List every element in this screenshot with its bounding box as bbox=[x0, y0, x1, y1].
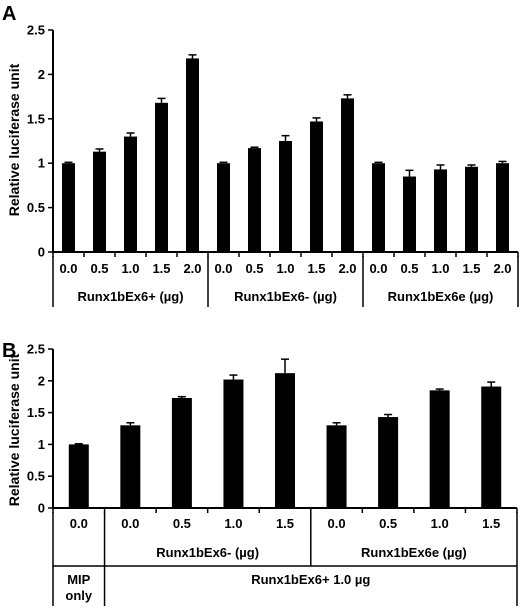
panel-a-group-label: Runx1bEx6e (µg) bbox=[388, 289, 494, 304]
panel-a-bar bbox=[217, 163, 230, 252]
panel-b-y-tick-label: 0.5 bbox=[27, 469, 45, 484]
panel-b-category-label: 0.0 bbox=[328, 516, 346, 531]
panel-a-category-label: 2.0 bbox=[493, 261, 511, 276]
panel-a-category-label: 2.0 bbox=[183, 261, 201, 276]
panel-a-y-tick-label: 1 bbox=[38, 156, 45, 171]
panel-b-category-label: 0.0 bbox=[70, 516, 88, 531]
panel-a-bar bbox=[434, 169, 447, 252]
panel-a-category-label: 1.0 bbox=[276, 261, 294, 276]
panel-b-category-label: 0.0 bbox=[121, 516, 139, 531]
panel-b-ylabel: Relative luciferase unit bbox=[6, 353, 22, 506]
panel-a-y-tick-label: 1.5 bbox=[27, 111, 45, 126]
panel-b-bar bbox=[378, 417, 399, 508]
panel-b-y-tick-label: 1.5 bbox=[27, 405, 45, 420]
panel-b-category-label: 1.5 bbox=[482, 516, 500, 531]
panel-b: B Relative luciferase unit 00.511.522.50… bbox=[2, 340, 518, 606]
panel-a-bar bbox=[496, 163, 509, 252]
panel-a-bar bbox=[93, 151, 106, 252]
panel-a-category-label: 1.0 bbox=[121, 261, 139, 276]
panel-a-category-label: 0.5 bbox=[400, 261, 418, 276]
panel-b-y-tick-label: 0 bbox=[38, 501, 45, 516]
panel-a-y-tick-label: 2.5 bbox=[27, 23, 45, 38]
panel-b-group-label: Runx1bEx6e (µg) bbox=[361, 545, 467, 560]
panel-b-group-label: MIP bbox=[67, 572, 90, 587]
panel-a-category-label: 0.0 bbox=[59, 261, 77, 276]
panel-a-bar bbox=[310, 121, 323, 253]
panel-b-group-label: only bbox=[65, 588, 92, 603]
panel-b-group-label: Runx1bEx6+ 1.0 µg bbox=[251, 572, 370, 587]
panel-a: A Relative luciferase unit 00.511.522.50… bbox=[2, 3, 519, 307]
panel-b-category-label: 0.5 bbox=[379, 516, 397, 531]
panel-b-category-label: 1.5 bbox=[276, 516, 294, 531]
panel-b-y-tick-label: 2.5 bbox=[27, 342, 45, 357]
panel-b-bar bbox=[429, 390, 450, 508]
panel-a-y-tick-label: 0.5 bbox=[27, 200, 45, 215]
panel-a-bar bbox=[403, 176, 416, 252]
panel-b-bar bbox=[120, 425, 141, 508]
panel-b-bar bbox=[481, 386, 502, 508]
panel-a-category-label: 0.5 bbox=[245, 261, 263, 276]
panel-b-bar bbox=[326, 425, 347, 508]
panel-b-bars: 0 0.5 1 1.5 2 2.5 0.0 0.0 0.5 1.0 1.5 0.0 0.5 1.0 1.5 R… bbox=[27, 342, 518, 606]
panel-a-label: A bbox=[2, 3, 16, 25]
panel-a-bar bbox=[341, 98, 354, 252]
panel-a-category-label: 0.0 bbox=[214, 261, 232, 276]
panel-a-bar bbox=[279, 141, 292, 252]
panel-b-bar bbox=[223, 379, 244, 508]
panel-b-category-label: 1.0 bbox=[431, 516, 449, 531]
panel-a-group-label: Runx1bEx6+ (µg) bbox=[77, 289, 183, 304]
panel-b-bar bbox=[275, 373, 295, 508]
panel-a-bar bbox=[372, 163, 385, 252]
panel-a-bar bbox=[248, 148, 261, 252]
panel-a-bar bbox=[62, 163, 75, 252]
panel-b-y-tick-label: 2 bbox=[38, 373, 45, 388]
panel-a-category-label: 2.0 bbox=[338, 261, 356, 276]
panel-b-y-tick-label: 1 bbox=[38, 437, 45, 452]
panel-b-label: B bbox=[2, 340, 16, 362]
panel-a-y-tick-label: 2 bbox=[38, 67, 45, 82]
panel-a-ylabel: Relative luciferase unit bbox=[6, 63, 22, 216]
panel-a-bar bbox=[465, 166, 478, 252]
panel-b-bar bbox=[68, 444, 89, 508]
panel-a-category-label: 0.5 bbox=[90, 261, 108, 276]
panel-b-category-label: 0.5 bbox=[173, 516, 191, 531]
panel-a-bars: 0 0.5 1 1.5 2 2.5 0.0 0.5 1.0 1.5 2.0 0.0 0.5 1.0 1.5 2… bbox=[27, 23, 519, 307]
panel-a-category-label: 0.0 bbox=[369, 261, 387, 276]
panel-a-bar bbox=[124, 136, 137, 252]
panel-a-category-label: 1.5 bbox=[152, 261, 170, 276]
panel-a-category-label: 1.5 bbox=[462, 261, 480, 276]
panel-a-group-label: Runx1bEx6- (µg) bbox=[234, 289, 337, 304]
panel-b-category-label: 1.0 bbox=[224, 516, 242, 531]
panel-b-bar bbox=[171, 397, 192, 508]
panel-a-bar bbox=[155, 102, 168, 252]
panel-a-category-label: 1.0 bbox=[431, 261, 449, 276]
panel-a-category-label: 1.5 bbox=[307, 261, 325, 276]
panel-b-group-label: Runx1bEx6- (µg) bbox=[156, 545, 259, 560]
panel-a-bar bbox=[186, 58, 199, 252]
panel-a-y-tick-label: 0 bbox=[38, 245, 45, 260]
